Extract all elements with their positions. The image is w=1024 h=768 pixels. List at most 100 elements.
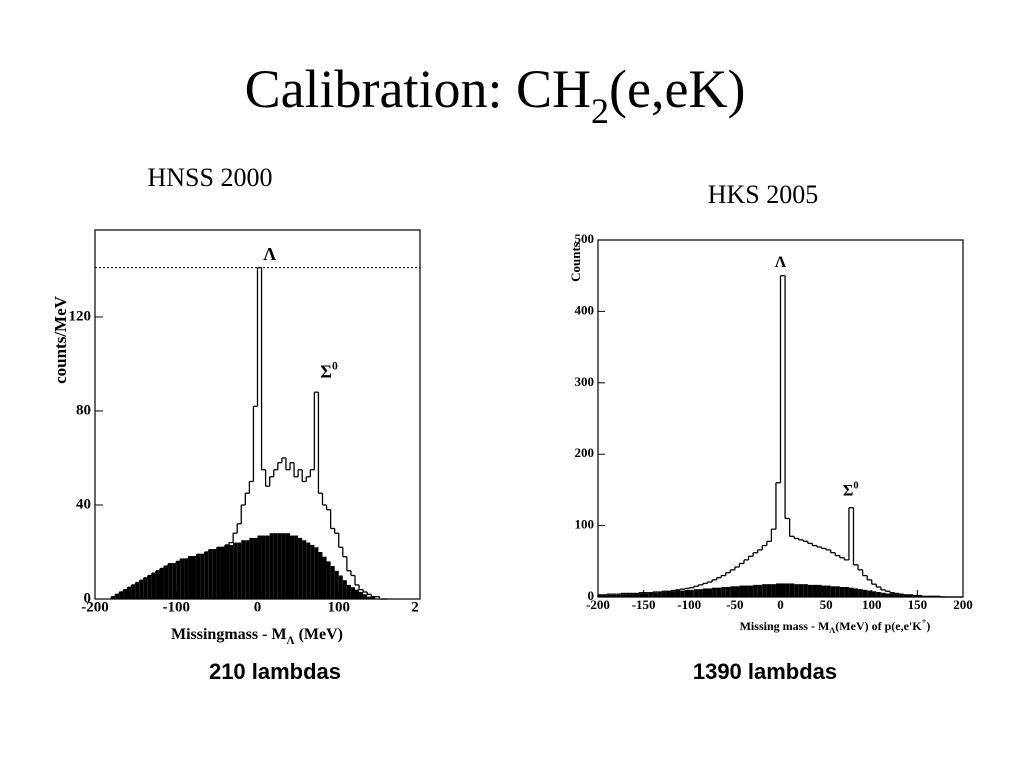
annotation-text: Σ [843, 482, 853, 499]
peak-annotation: Λ [263, 244, 276, 264]
background-bar [680, 590, 685, 597]
background-bar [334, 570, 339, 599]
x-axis-label: Missing mass - MΛ(MeV) of p(e,e'K+) [740, 617, 931, 635]
background-bar [330, 566, 335, 599]
background-bar [111, 596, 116, 599]
background-bar [734, 586, 740, 597]
background-bar [739, 585, 744, 597]
background-bar [721, 587, 726, 597]
background-bar [862, 589, 868, 597]
background-bar [225, 544, 230, 599]
background-bar [290, 535, 295, 599]
background-bar [666, 591, 671, 597]
background-bar [789, 583, 795, 597]
background-bar [115, 594, 120, 599]
background-bar [908, 594, 913, 597]
background-bar [123, 589, 128, 599]
background-bar [350, 587, 355, 599]
x-tick-label: 0 [777, 597, 784, 612]
background-bar [285, 533, 290, 599]
background-bar [716, 587, 722, 597]
background-bar [196, 554, 201, 599]
background-bar [322, 556, 327, 599]
background-bar [830, 586, 836, 597]
background-bar [730, 586, 735, 597]
y-tick-label: 0 [588, 588, 595, 603]
background-bar [367, 596, 372, 599]
background-bar [346, 584, 351, 599]
y-tick-label: 80 [76, 402, 91, 418]
background-bar [192, 556, 197, 599]
background-bar [245, 540, 250, 599]
background-bar [119, 591, 124, 599]
x-tick-label: -150 [632, 597, 656, 612]
background-bar [698, 589, 703, 597]
background-bar [273, 533, 278, 599]
x-tick-label: -50 [726, 597, 743, 612]
background-bar [342, 580, 347, 599]
background-bar [826, 585, 831, 597]
background-bar [180, 559, 185, 599]
slide-title: Calibration: CH2(e,eK) [245, 59, 746, 131]
x-tick-label: 2 [411, 599, 419, 615]
background-bar [188, 556, 193, 599]
x-tick-label: 100 [328, 599, 351, 615]
background-bar [310, 544, 315, 599]
background-bar [269, 533, 274, 599]
background-bar [871, 591, 877, 597]
background-bar [657, 592, 662, 597]
background-bar [241, 540, 246, 599]
background-bar [643, 593, 649, 597]
background-bar [671, 591, 676, 597]
background-bar [229, 544, 234, 599]
background-bar [917, 595, 922, 597]
background-bar [748, 585, 754, 597]
background-bar [652, 592, 658, 597]
background-bar [812, 584, 817, 597]
background-bar [265, 535, 270, 599]
background-bar [689, 589, 694, 597]
background-bar [620, 594, 626, 597]
annotation-text: Λ [775, 254, 787, 271]
label-part: Λ [287, 635, 295, 647]
background-bar [725, 587, 731, 597]
background-bar [885, 593, 890, 597]
background-bar [602, 595, 608, 597]
label-part: Missingmass - M [171, 626, 287, 643]
background-bar [702, 588, 708, 597]
background-bar [880, 592, 886, 597]
background-bar [661, 592, 667, 597]
y-axis-label: Counts [568, 242, 583, 282]
background-bar [338, 575, 343, 599]
background-bar [817, 584, 822, 597]
background-bar [212, 549, 217, 599]
title-sub: 2 [591, 91, 609, 131]
background-bar [639, 593, 644, 597]
chart-caption: 210 lambdas [209, 659, 341, 684]
background-bar [684, 589, 690, 597]
background-bar [261, 535, 266, 599]
background-bar [306, 542, 311, 599]
background-bar [744, 585, 749, 597]
background-bar [257, 535, 262, 599]
background-bar [903, 594, 909, 597]
background-bar [785, 583, 790, 597]
background-bar [184, 559, 189, 599]
background-bar [176, 561, 181, 599]
chart-subtitle: HKS 2005 [708, 180, 819, 209]
background-bar [762, 584, 767, 597]
background-bar [131, 584, 136, 599]
chart-subtitle: HNSS 2000 [148, 163, 273, 192]
background-bar [634, 593, 640, 597]
background-bar [204, 551, 209, 599]
background-bar [757, 584, 763, 597]
background-bar [249, 537, 254, 599]
y-tick-label: 40 [76, 496, 91, 512]
background-bar [607, 594, 612, 597]
background-bar [237, 542, 242, 599]
background-bar [867, 590, 872, 597]
x-tick-label: -200 [81, 599, 109, 615]
y-tick-label: 0 [84, 590, 92, 606]
x-tick-label: -200 [586, 597, 610, 612]
